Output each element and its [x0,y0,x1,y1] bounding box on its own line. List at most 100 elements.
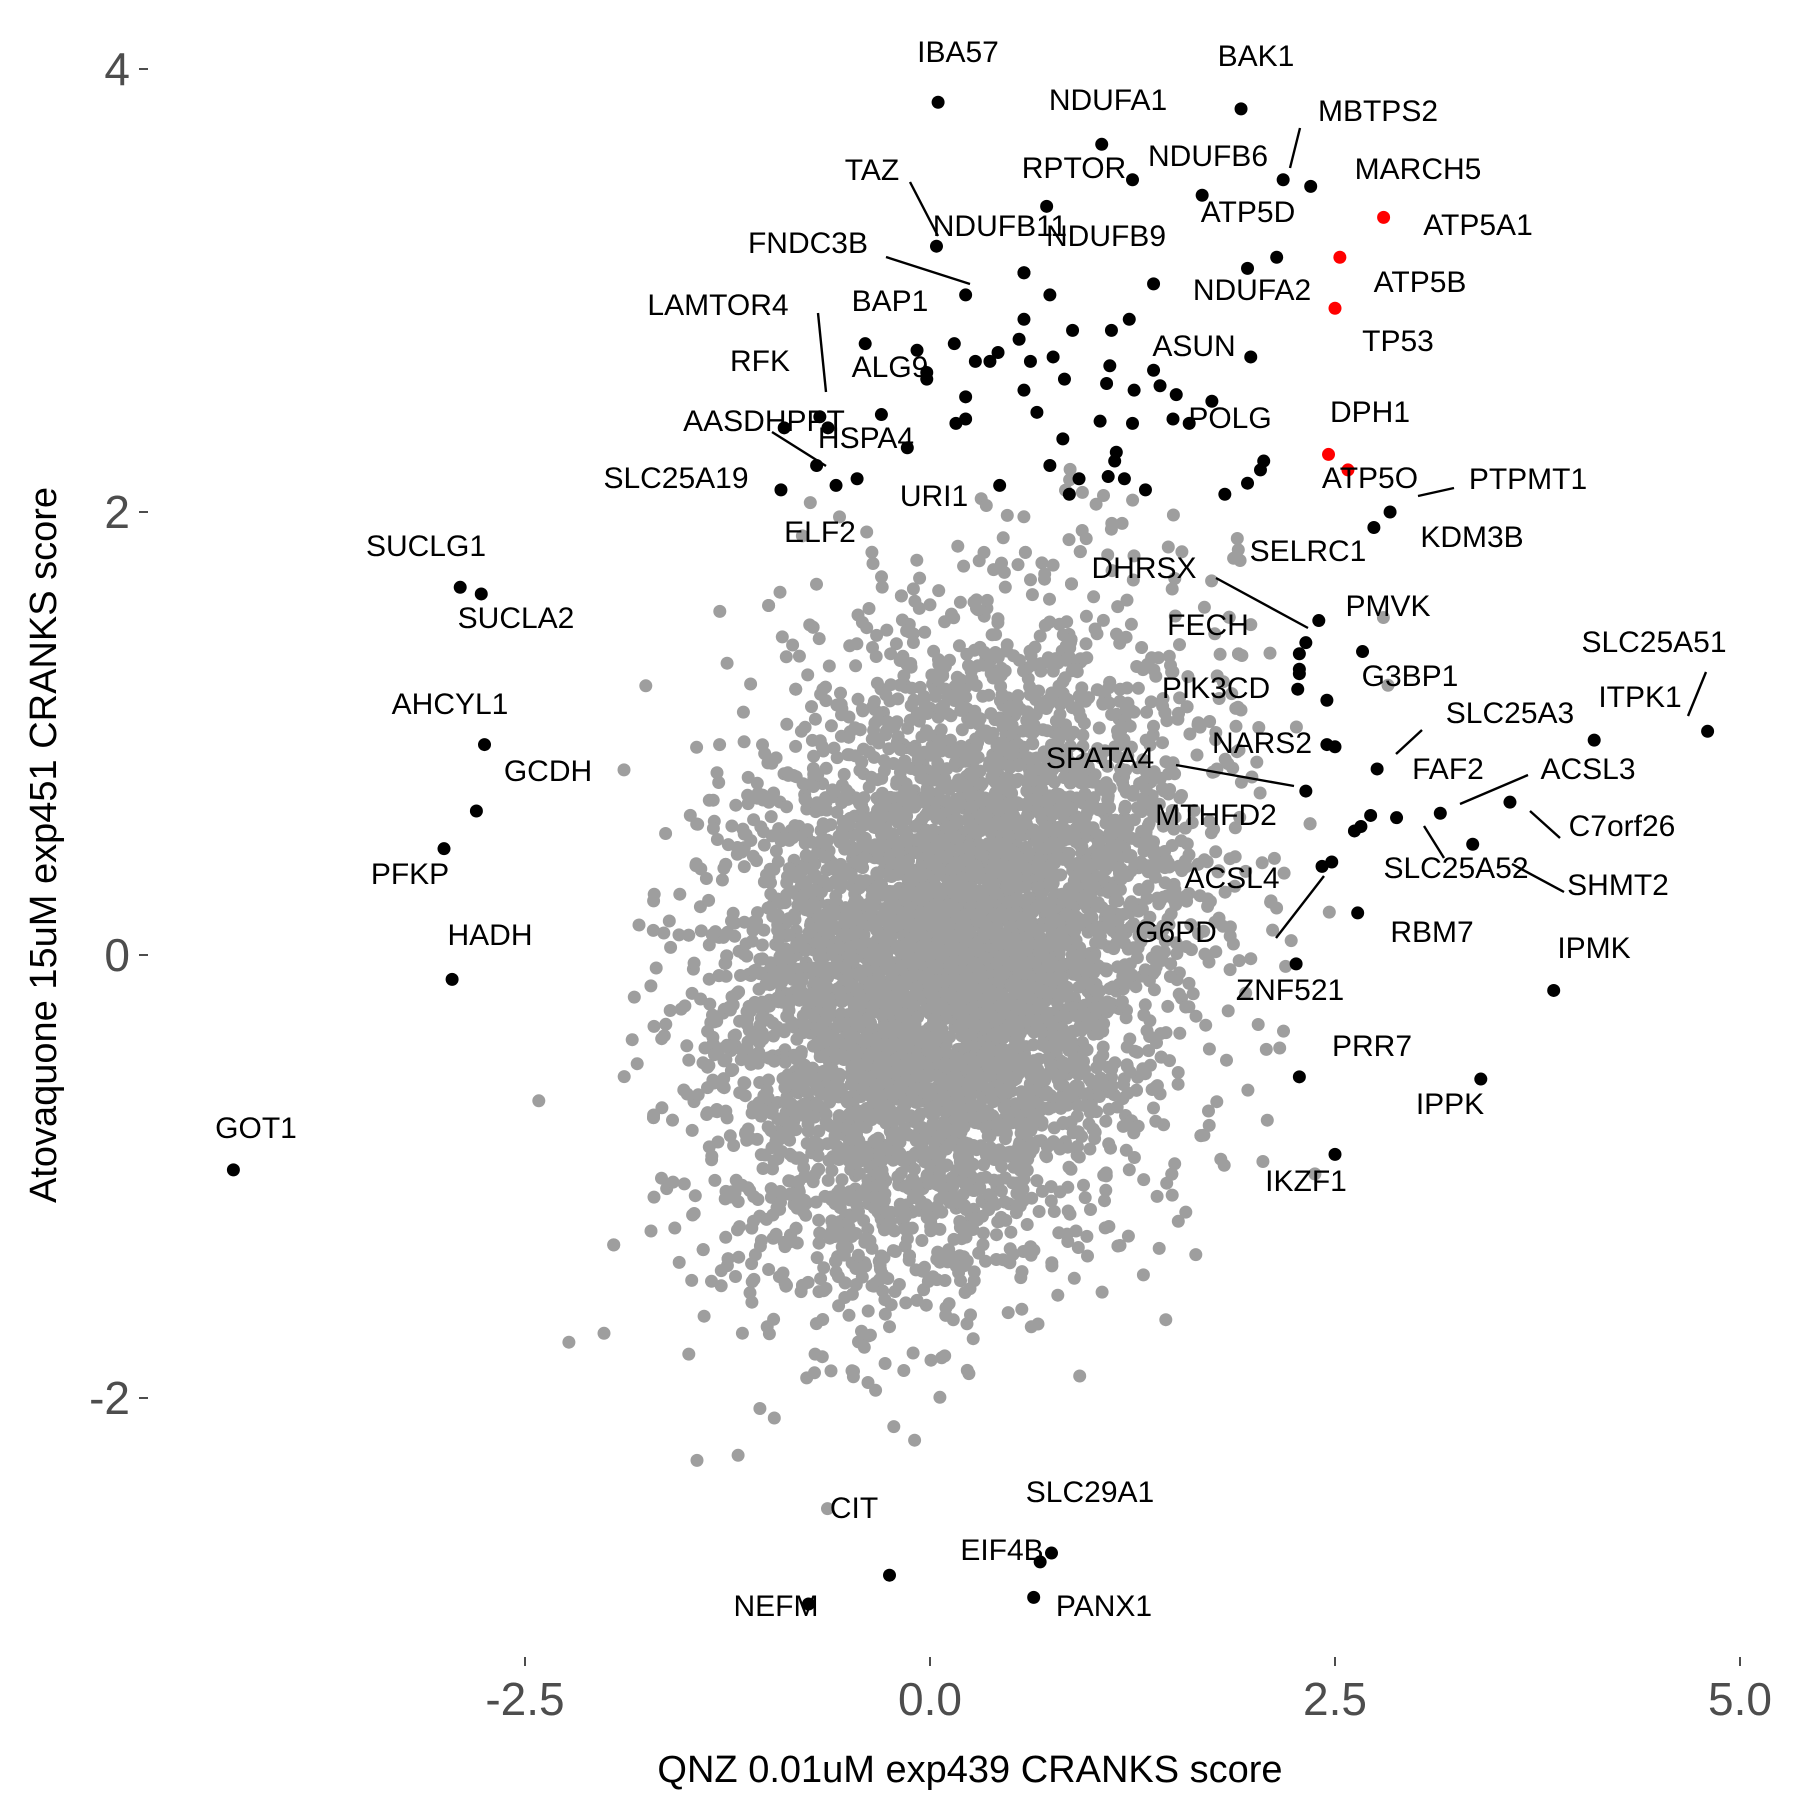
background-point [713,738,727,752]
background-point [1003,1242,1017,1256]
background-point [702,893,716,907]
background-point [720,656,734,670]
background-point [1156,692,1170,706]
background-point [1060,615,1074,629]
background-point [1198,947,1212,961]
background-point [1011,558,1025,572]
background-point [1042,1102,1055,1116]
background-point [782,1174,796,1188]
background-point [1221,1004,1235,1018]
background-point [1230,532,1244,545]
background-point [912,1069,926,1083]
background-point [913,680,927,694]
background-point [682,1347,696,1361]
background-point [1203,715,1217,728]
background-point [1009,775,1023,789]
background-point [1132,883,1146,896]
background-point [957,559,971,573]
background-point [856,1081,870,1095]
background-point [1250,755,1264,769]
background-point [1097,1017,1111,1031]
background-point [729,798,743,812]
background-point [1233,554,1247,567]
background-point [842,1107,856,1121]
background-point [893,1037,907,1051]
background-point [988,775,1002,789]
background-point [1062,1160,1076,1174]
background-point [1202,1042,1216,1056]
background-point [821,1502,834,1516]
background-point [1322,905,1336,919]
background-point [719,1040,733,1054]
background-point [849,1227,863,1240]
background-point [769,844,783,858]
background-point [708,1048,721,1062]
background-point [962,659,975,673]
background-point [706,822,720,835]
background-point [1273,1041,1287,1055]
background-point [1214,1152,1228,1166]
background-point [690,1453,704,1467]
background-point [857,742,870,756]
background-point [994,1210,1008,1224]
background-point [1103,696,1116,710]
background-point [995,1160,1009,1174]
background-point [1184,918,1198,932]
background-point [788,819,802,833]
background-point [952,639,966,653]
background-point [1102,1102,1116,1116]
background-point [805,835,819,849]
background-point [870,1166,884,1180]
background-point [843,748,857,762]
background-point [792,649,806,663]
background-point [1078,857,1092,871]
background-point [1259,1042,1273,1056]
background-point [812,632,826,646]
background-point [980,593,994,607]
background-point [801,823,815,837]
background-point [835,1173,849,1187]
background-point [1187,804,1201,817]
background-point [729,1270,742,1283]
background-point [1071,1067,1085,1081]
background-point [687,956,701,970]
background-point [767,1411,781,1425]
background-point [694,924,708,938]
background-point [933,1255,947,1269]
background-point [864,770,878,784]
background-point [1244,952,1258,966]
background-point [877,1202,891,1216]
background-point [1189,1248,1203,1262]
background-point [664,940,678,954]
background-point [1140,1024,1154,1038]
background-point [782,833,796,847]
background-point [906,582,920,596]
background-point [842,1134,856,1148]
background-point [812,1236,826,1250]
background-point [1095,1285,1109,1299]
background-point [1165,1188,1179,1202]
background-point [855,798,869,812]
background-point [987,563,1001,577]
background-point [737,915,751,929]
background-point [852,881,866,895]
background-point [691,1088,705,1102]
background-point [685,986,699,1000]
background-point [1239,986,1253,1000]
background-point [655,1171,668,1185]
background-point [725,819,739,833]
background-point [1077,652,1091,666]
background-point [1135,641,1149,654]
background-point [1284,934,1298,948]
background-point [1123,719,1137,733]
background-point [1190,748,1204,762]
background-point [879,688,893,702]
background-point [757,825,770,839]
background-point [1030,1174,1044,1188]
background-point [891,692,905,706]
background-point [900,1232,914,1246]
background-point [1083,1142,1097,1156]
background-point [1099,1183,1113,1197]
background-point [1080,913,1094,927]
background-point [1032,1205,1046,1218]
